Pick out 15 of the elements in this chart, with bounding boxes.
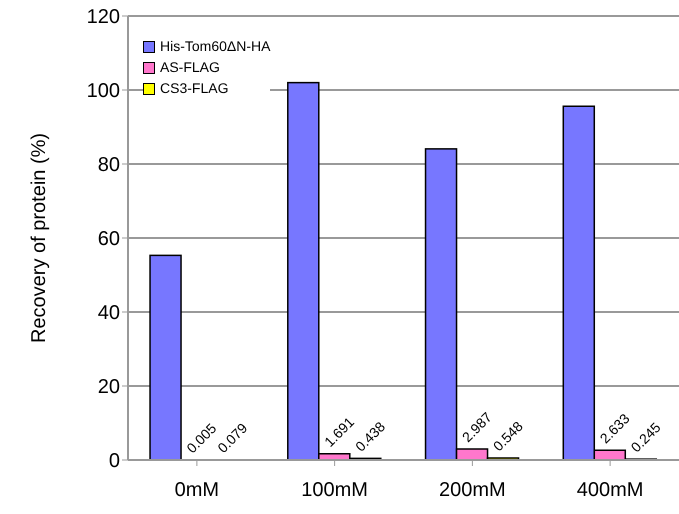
legend-label: AS-FLAG [160,58,220,77]
y-axis-title: Recovery of protein (%) [28,132,50,344]
legend-label: His-Tom60ΔN-HA [160,37,270,56]
x-tick-label: 200mM [439,479,506,502]
x-tick-label: 0mM [174,479,220,502]
y-tick-label: 100 [86,80,120,102]
y-tick-label: 60 [98,228,120,250]
y-tick-label: 0 [108,450,120,472]
y-tick-label: 80 [98,154,120,176]
legend-label: CS3-FLAG [160,79,228,98]
y-tick-label: 20 [98,376,120,398]
x-tick-label: 400mM [576,479,644,502]
x-tick-label: 100mM [301,479,368,502]
y-tick-label: 120 [86,6,120,28]
y-tick-label: 40 [98,302,120,324]
